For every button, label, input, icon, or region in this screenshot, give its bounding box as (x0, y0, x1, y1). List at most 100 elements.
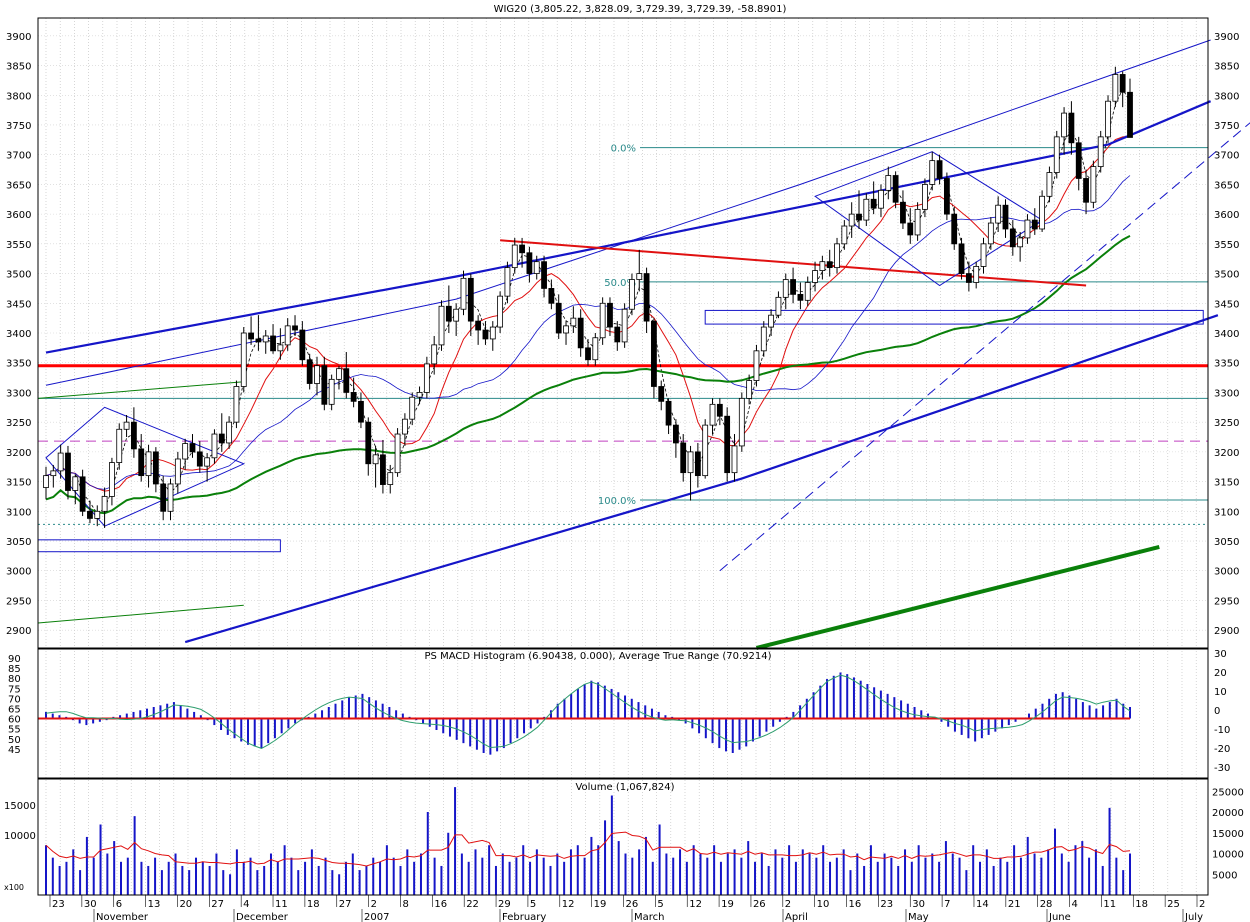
volume-title: Volume (1,067,824) (575, 782, 674, 793)
green-thin-line (37, 381, 244, 399)
volume-tick-right: 15000 (1212, 829, 1244, 840)
candle-body (270, 335, 276, 352)
macd-tick-left: 90 (8, 654, 21, 665)
panel-border (37, 17, 1209, 649)
candle-body (299, 329, 306, 361)
candle-body (548, 288, 555, 304)
macd-tick-right: 0 (1214, 706, 1220, 717)
price-tick-right: 3500 (1214, 270, 1239, 281)
candle-body (577, 317, 584, 349)
candle-body (65, 452, 71, 491)
candle-body (1031, 219, 1038, 230)
candle-body (72, 476, 79, 491)
candle-body (475, 320, 482, 331)
x-day-label: 14 (976, 899, 989, 910)
candle-body (167, 483, 174, 512)
candle-body (218, 433, 225, 444)
macd-tick-left: 80 (8, 674, 21, 685)
candle-body (687, 451, 694, 474)
candle-body (387, 472, 394, 485)
candle-body (489, 326, 496, 340)
candle-body (460, 277, 467, 310)
candle-body (731, 445, 738, 474)
candle-body (1002, 204, 1009, 230)
candle-body (1039, 195, 1046, 230)
candle-body (314, 365, 320, 384)
candle-body (790, 279, 796, 295)
price-tick-left: 3850 (6, 62, 31, 73)
candle-body (1053, 136, 1060, 173)
candle-body (702, 424, 709, 477)
candle-body (834, 243, 840, 269)
candle-body (262, 335, 269, 343)
candle-body (900, 201, 906, 224)
candle-body (1017, 237, 1024, 248)
price-tick-left: 3350 (6, 359, 31, 370)
volume-tick-left: 10000 (4, 831, 36, 842)
x-day-label: 19 (721, 899, 734, 910)
candle-body (116, 428, 123, 463)
candle-body (892, 175, 899, 203)
price-tick-left: 3000 (6, 567, 31, 578)
candle-body (782, 279, 789, 298)
candle-body (716, 403, 723, 417)
price-panel: 0.0% 50.0% 100.0% (37, 39, 1250, 650)
x-day-label: 19 (594, 899, 607, 910)
price-tick-right: 3800 (1214, 91, 1239, 102)
price-tick-left: 3700 (6, 151, 31, 162)
candle-body (343, 368, 350, 393)
price-tick-right: 2950 (1214, 596, 1239, 607)
candle-body (1061, 112, 1067, 138)
candle-body (497, 295, 504, 328)
candle-body (453, 308, 460, 322)
candle-body (709, 403, 716, 426)
volume-tick-right: 5000 (1212, 870, 1237, 881)
candle-body (563, 325, 569, 334)
volume-tick-right: 25000 (1212, 787, 1244, 798)
volume-tick-left: 15000 (4, 801, 36, 812)
candle-body (526, 252, 533, 274)
candle-body (1046, 172, 1053, 197)
candle-body (658, 386, 665, 402)
axes: 3900 3900 3850 3850 3800 3800 3750 3750 3700 3700… (4, 17, 1244, 922)
candle-body (760, 326, 767, 352)
candle-body (467, 277, 474, 322)
fib-label: 100.0% (598, 496, 636, 507)
candle-body (336, 368, 342, 380)
candle-body (621, 308, 628, 343)
candle-body (885, 175, 892, 191)
candle-body (870, 198, 877, 209)
price-tick-left: 3450 (6, 299, 31, 310)
candle-body (936, 160, 943, 179)
candle-body (350, 392, 357, 402)
candle-body (240, 332, 247, 387)
macd-tick-right: -10 (1214, 725, 1230, 736)
macd-title: PS MACD Histogram (6.90438, 0.000), Aver… (425, 651, 772, 662)
candle-body (306, 359, 313, 384)
candle-body (592, 337, 599, 361)
macd-panel (38, 672, 1131, 755)
candle-body (987, 222, 994, 245)
candle-body (541, 261, 547, 289)
x-day-label: 11 (1103, 899, 1116, 910)
macd-tick-right: 10 (1214, 687, 1227, 698)
fib-label: 0.0% (611, 144, 636, 155)
candle-body (804, 282, 811, 301)
x-day-label: 18 (307, 899, 320, 910)
x-day-label: 30 (84, 899, 97, 910)
candle-body (101, 496, 108, 512)
candle-body (277, 344, 284, 352)
macd-tick-left: 85 (8, 664, 21, 675)
candle-body (1009, 228, 1016, 248)
candle-body (995, 204, 1002, 224)
macd-tick-right: -20 (1214, 744, 1230, 755)
candle-body (94, 510, 101, 519)
price-tick-left: 3150 (6, 478, 31, 489)
dashed-trend-line (719, 122, 1250, 572)
candle-body (1075, 142, 1082, 179)
candle-body (87, 510, 93, 519)
trend-line (45, 100, 1212, 354)
candle-body (519, 244, 525, 254)
price-tick-right: 3350 (1214, 359, 1239, 370)
candle-body (680, 442, 687, 474)
